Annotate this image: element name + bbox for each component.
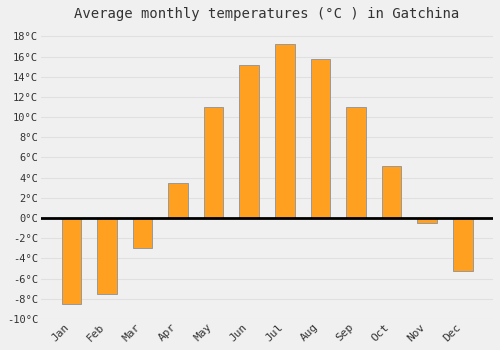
Bar (204, 107, 224, 218)
Bar (382, 166, 402, 218)
Bar (310, 58, 330, 218)
Bar (418, 218, 437, 223)
Bar (275, 44, 294, 218)
Bar (97, 218, 116, 294)
Bar (240, 65, 259, 218)
Bar (132, 218, 152, 248)
Bar (346, 107, 366, 218)
Title: Average monthly temperatures (°C ) in Gatchina: Average monthly temperatures (°C ) in Ga… (74, 7, 460, 21)
Bar (62, 218, 81, 304)
Bar (453, 218, 472, 272)
Bar (168, 183, 188, 218)
